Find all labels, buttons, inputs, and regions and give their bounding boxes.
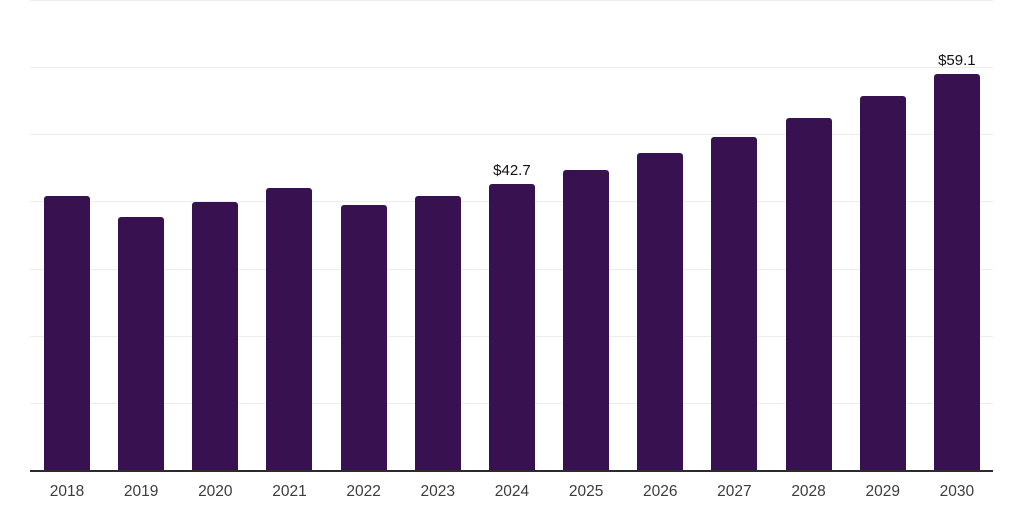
bar-2027 <box>711 136 758 471</box>
x-axis-labels: 2018 2019 2020 2021 2022 2023 2024 2025 2026 2027… <box>30 483 993 502</box>
bar-slot-2023 <box>414 196 461 471</box>
x-tick-2030: 2030 <box>934 483 980 502</box>
bar-2024 <box>488 184 535 471</box>
bar-slot-2018 <box>44 196 90 471</box>
x-tick-label: 2022 <box>346 483 381 500</box>
x-tick-2025: 2025 <box>563 483 609 502</box>
x-tick-2019: 2019 <box>118 483 164 502</box>
bar-2018 <box>44 196 90 471</box>
bar-2026 <box>637 153 684 471</box>
x-tick-label: 2029 <box>865 483 900 500</box>
bar-slot-2021 <box>266 188 313 471</box>
x-tick-label: 2019 <box>123 483 159 500</box>
data-label-2024: $42.7 <box>493 161 531 179</box>
bar-slot-2027 <box>711 136 758 471</box>
bar-2020 <box>192 201 239 471</box>
x-tick-label: 2027 <box>717 483 752 500</box>
x-tick-label: 2028 <box>791 483 826 500</box>
x-tick-2027: 2027 <box>711 483 757 502</box>
x-tick-2029: 2029 <box>860 483 906 502</box>
x-tick-label: 2020 <box>198 483 233 500</box>
gridline-70 <box>30 0 993 1</box>
x-tick-2028: 2028 <box>786 483 832 502</box>
data-label-2030: $59.1 <box>938 51 976 69</box>
x-tick-2026: 2026 <box>637 483 683 502</box>
bar-2022 <box>340 205 387 471</box>
x-tick-label: 2025 <box>568 483 604 500</box>
x-tick-2024: 2024 <box>489 483 535 502</box>
x-tick-2020: 2020 <box>192 483 238 502</box>
x-tick-2018: 2018 <box>44 483 90 502</box>
gridline-60 <box>30 67 993 69</box>
x-tick-2022: 2022 <box>341 483 387 502</box>
bar-slot-2028 <box>785 117 832 471</box>
bar-slot-2029 <box>859 95 906 471</box>
bar-2025 <box>563 169 610 471</box>
gridline-50 <box>30 134 993 136</box>
x-tick-label: 2023 <box>420 483 456 500</box>
x-tick-label: 2018 <box>49 483 85 500</box>
bar-2021 <box>266 188 313 471</box>
bar-2028 <box>785 117 832 471</box>
bars-container: $42.7 $59.1 <box>30 1 993 471</box>
x-tick-2021: 2021 <box>266 483 312 502</box>
bar-slot-2024: $42.7 <box>488 161 535 471</box>
x-tick-2023: 2023 <box>415 483 461 502</box>
bar-2029 <box>859 95 906 471</box>
bar-slot-2020 <box>192 201 239 471</box>
bar-slot-2022 <box>340 205 387 471</box>
bar-slot-2030: $59.1 <box>933 51 980 471</box>
bar-slot-2025 <box>563 169 610 471</box>
x-tick-label: 2030 <box>939 483 975 500</box>
plot-area: $42.7 $59.1 <box>30 0 993 472</box>
x-axis-line <box>30 470 993 472</box>
x-tick-label: 2026 <box>643 483 678 500</box>
bar-slot-2019 <box>118 216 165 471</box>
x-tick-label: 2021 <box>272 483 307 500</box>
bar-2019 <box>118 216 165 471</box>
x-tick-label: 2024 <box>494 483 530 500</box>
bar-2030 <box>933 74 980 471</box>
bar-2023 <box>414 196 461 471</box>
bar-slot-2026 <box>637 153 684 471</box>
